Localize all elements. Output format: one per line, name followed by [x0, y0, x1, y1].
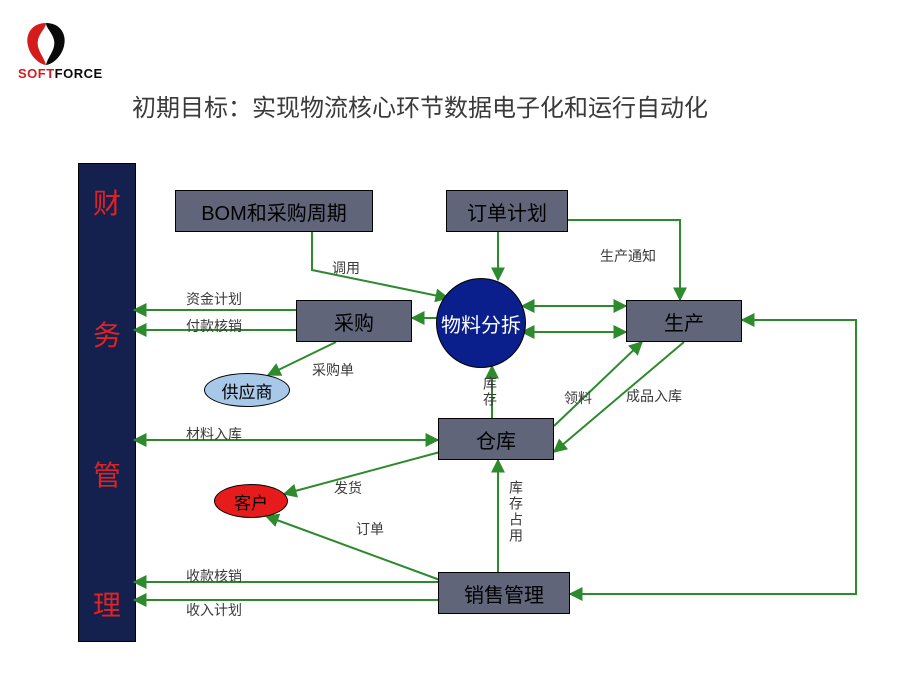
- sidebar-char: 财: [79, 182, 135, 222]
- sidebar-finance: 财务管理: [78, 163, 136, 642]
- edge-label-15: 库存占用: [506, 480, 526, 544]
- brand-soft: SOFT: [18, 66, 55, 81]
- edge-label-17: 收入计划: [186, 600, 242, 620]
- edge-label-2: 生产通知: [600, 246, 656, 266]
- edge-label-11: 成品入库: [626, 386, 682, 406]
- edge-label-9: 库存: [480, 376, 500, 408]
- edge-label-10: 领料: [564, 388, 592, 408]
- node-orderplan: 订单计划: [446, 190, 568, 232]
- node-supplier: 供应商: [204, 373, 290, 407]
- edge-label-14: 订单: [356, 519, 384, 539]
- node-bom: BOM和采购周期: [175, 190, 373, 232]
- edge-13: [284, 452, 440, 494]
- node-material: 物料分拆: [436, 278, 526, 368]
- node-sales: 销售管理: [438, 572, 570, 614]
- diagram-stage: SOFTFORCE 初期目标：实现物流核心环节数据电子化和运行自动化 财务管理 …: [0, 0, 920, 690]
- edge-label-0: 调用: [332, 258, 360, 278]
- logo-brand: SOFTFORCE: [18, 66, 103, 81]
- edge-label-7: 付款核销: [186, 316, 242, 336]
- sidebar-char: 务: [79, 314, 135, 354]
- edge-14: [266, 516, 440, 580]
- edge-label-13: 发货: [334, 478, 362, 498]
- sidebar-char: 管: [79, 454, 135, 494]
- node-purchase: 采购: [296, 300, 412, 342]
- slide-title: 初期目标：实现物流核心环节数据电子化和运行自动化: [132, 88, 708, 123]
- edge-label-6: 资金计划: [186, 289, 242, 309]
- brand-force: FORCE: [55, 66, 103, 81]
- edge-10: [554, 342, 642, 426]
- sidebar-char: 理: [79, 584, 135, 624]
- logo-icon: [22, 20, 70, 68]
- edge-label-12: 材料入库: [186, 424, 242, 444]
- node-warehouse: 仓库: [438, 418, 554, 460]
- edge-label-8: 采购单: [312, 360, 354, 380]
- node-production: 生产: [626, 300, 742, 342]
- node-customer: 客户: [214, 484, 288, 518]
- edge-18: [570, 320, 856, 594]
- edge-label-16: 收款核销: [186, 566, 242, 586]
